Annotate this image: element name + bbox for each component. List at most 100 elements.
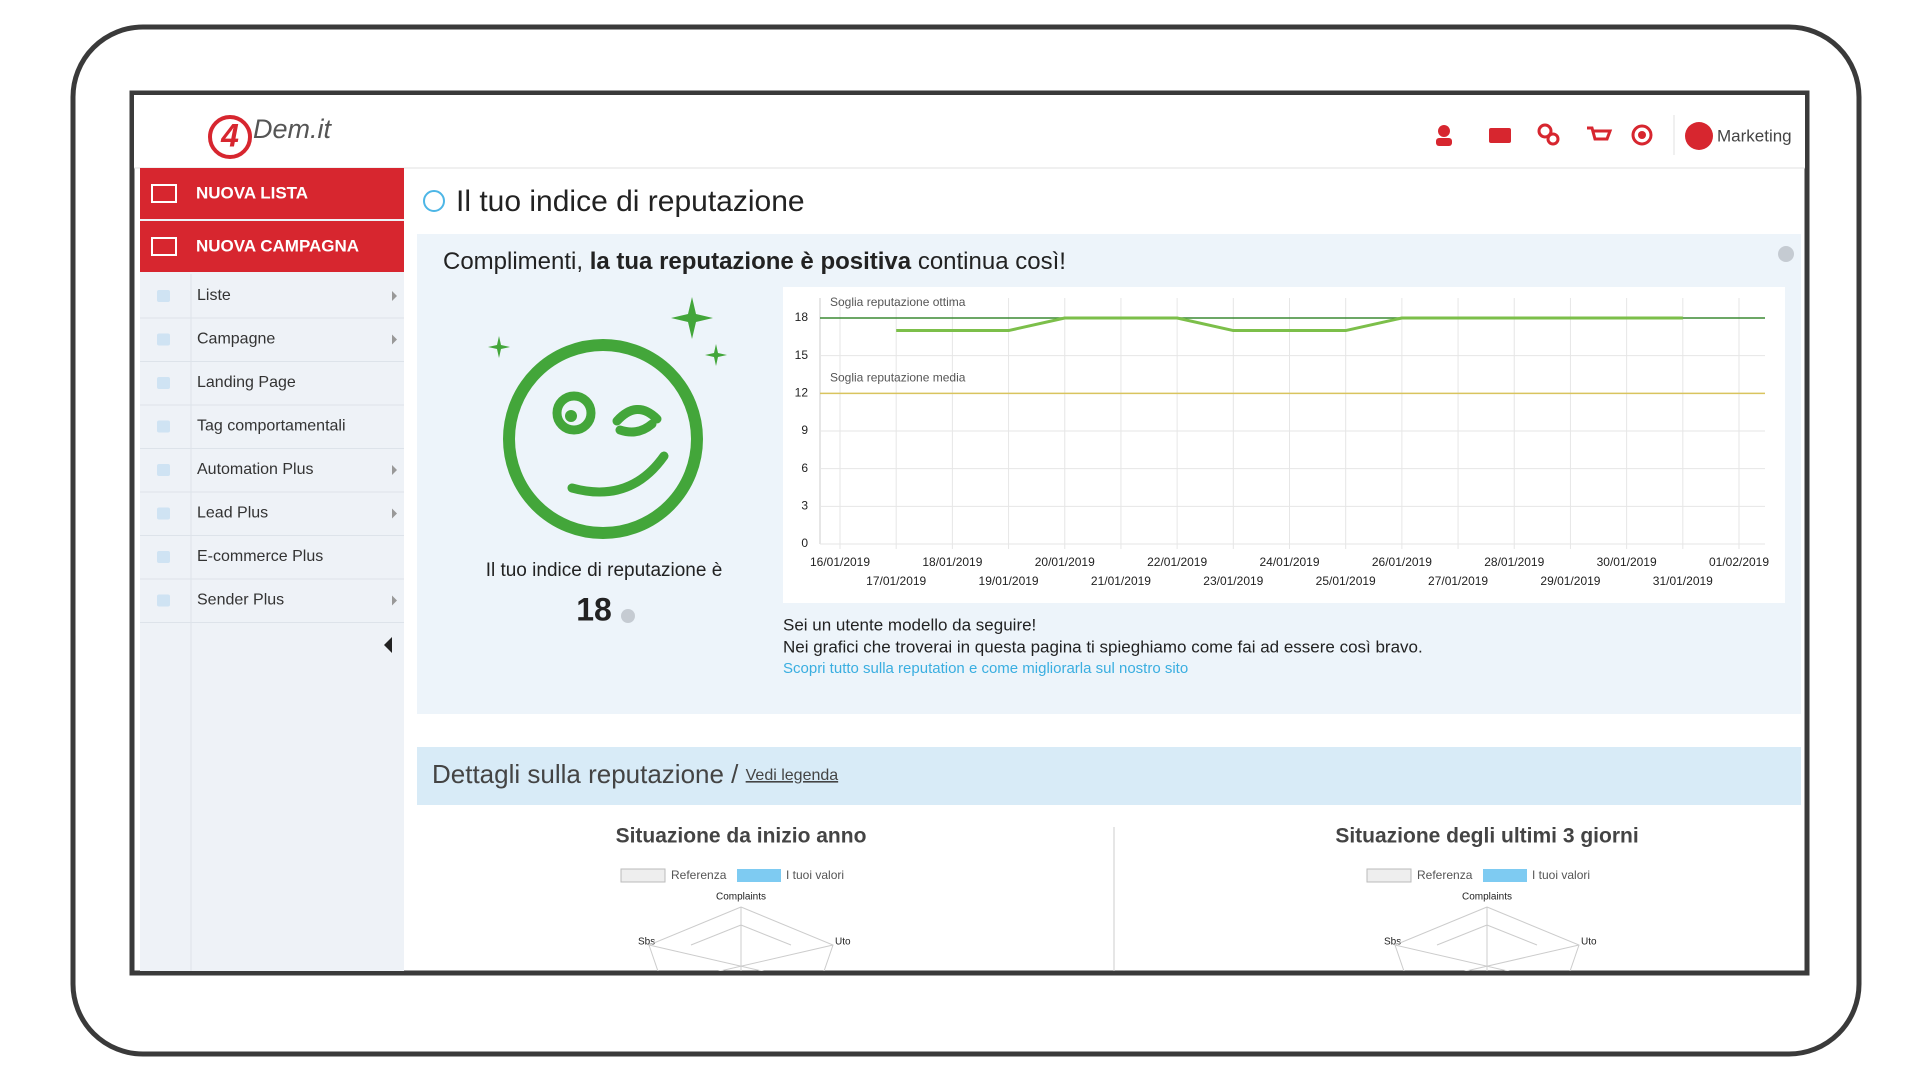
sidebar <box>140 168 404 971</box>
threshold-label: Soglia reputazione media <box>830 371 966 385</box>
app: 4 Dem.it Marketing NUOVA LISTA NUOVA CAMP… <box>134 95 1805 971</box>
headline-part: continua così! <box>918 248 1066 275</box>
legend-swatch <box>1483 869 1527 882</box>
x-tick-label: 17/01/2019 <box>866 574 926 588</box>
x-tick-label: 28/01/2019 <box>1484 555 1544 569</box>
details-title-text: Dettagli sulla reputazione / <box>432 759 739 789</box>
headline: Complimenti, la tua reputazione è positi… <box>443 248 1066 275</box>
panel-title: Situazione degli ultimi 3 giorni <box>1335 825 1638 848</box>
legend-link[interactable]: Vedi legenda <box>746 767 839 784</box>
radar-axis-label: Uto <box>835 937 851 948</box>
user-avatar[interactable] <box>1685 122 1713 150</box>
message: Nei grafici che troverai in questa pagin… <box>783 637 1423 656</box>
logo-mark: 4 <box>220 117 239 153</box>
x-tick-label: 19/01/2019 <box>979 574 1039 588</box>
headline-part: Complimenti, <box>443 248 583 275</box>
x-tick-label: 26/01/2019 <box>1372 555 1432 569</box>
menu-icon <box>157 551 170 563</box>
header <box>134 95 1805 168</box>
menu-item[interactable]: Lead Plus <box>197 505 268 522</box>
header-icons <box>1436 123 1653 146</box>
y-tick-label: 0 <box>801 536 808 550</box>
user-menu[interactable]: Marketing <box>1717 126 1792 145</box>
legend-label: I tuoi valori <box>786 868 844 882</box>
radar-grid <box>648 906 834 971</box>
menu-icon <box>157 507 170 520</box>
x-tick-label: 18/01/2019 <box>922 555 982 569</box>
y-tick-label: 15 <box>795 348 809 362</box>
legend-swatch <box>1366 868 1412 883</box>
x-tick-label: 31/01/2019 <box>1653 574 1713 588</box>
menu-icon <box>157 420 170 433</box>
index-value: 18 <box>576 591 612 627</box>
legend-swatch <box>620 868 666 883</box>
collapse-toggle[interactable] <box>384 637 392 653</box>
submenu-arrow <box>392 334 397 345</box>
index-help[interactable] <box>621 609 635 623</box>
menu-item[interactable]: Landing Page <box>197 374 296 391</box>
legend-label: Referenza <box>671 868 727 882</box>
x-tick-label: 30/01/2019 <box>1597 555 1657 569</box>
x-tick-label: 23/01/2019 <box>1203 574 1263 588</box>
panel-title: Situazione da inizio anno <box>616 825 867 848</box>
legend-swatch <box>737 869 781 882</box>
headline-bold: la tua reputazione è positiva <box>590 248 912 275</box>
submenu-arrow <box>392 595 397 606</box>
index-label: Il tuo indice di reputazione è <box>486 560 723 581</box>
menu-icon <box>157 333 170 346</box>
page-title: Il tuo indice di reputazione <box>456 185 805 218</box>
x-tick-label: 21/01/2019 <box>1091 574 1151 588</box>
details-title: Dettagli sulla reputazione / Vedi legend… <box>432 759 838 789</box>
x-tick-label: 25/01/2019 <box>1316 574 1376 588</box>
y-tick-label: 18 <box>795 310 809 324</box>
radar-axis-label: Sbs <box>638 937 655 948</box>
action-button[interactable] <box>140 168 404 219</box>
action-button[interactable] <box>140 221 404 272</box>
info-link[interactable]: Scopri tutto sulla reputation e come mig… <box>783 660 1188 677</box>
menu-item[interactable]: Tag comportamentali <box>197 418 346 435</box>
x-tick-label: 22/01/2019 <box>1147 555 1207 569</box>
smiley <box>488 297 727 539</box>
radar-grid <box>1394 906 1580 971</box>
x-tick-label: 29/01/2019 <box>1540 574 1600 588</box>
menu-item[interactable]: Campagne <box>197 331 275 348</box>
y-tick-label: 9 <box>801 423 808 437</box>
legend-label: I tuoi valori <box>1532 868 1590 882</box>
menu-item[interactable]: Liste <box>197 287 231 304</box>
threshold-label: Soglia reputazione ottima <box>830 295 966 309</box>
y-tick-label: 6 <box>801 461 808 475</box>
title-icon <box>423 190 445 212</box>
line-series <box>896 316 1683 333</box>
action-label: NUOVA CAMPAGNA <box>196 236 359 255</box>
menu-icon <box>157 464 170 476</box>
x-tick-label: 27/01/2019 <box>1428 574 1488 588</box>
x-tick-label: 16/01/2019 <box>810 555 870 569</box>
menu-icon <box>157 377 170 389</box>
message: Sei un utente modello da seguire! <box>783 615 1036 634</box>
y-tick-label: 3 <box>801 499 808 513</box>
menu-item[interactable]: E-commerce Plus <box>197 548 323 565</box>
radar-axis-label: Uto <box>1581 937 1597 948</box>
x-tick-label: 20/01/2019 <box>1035 555 1095 569</box>
menu-item[interactable]: Sender Plus <box>197 592 284 609</box>
menu-icon <box>157 594 170 607</box>
chart-area <box>783 287 1785 603</box>
menu-item[interactable]: Automation Plus <box>197 461 314 478</box>
action-icon <box>151 184 177 203</box>
menu-icon <box>157 290 170 302</box>
logo-text: Dem.it <box>253 114 333 144</box>
submenu-arrow <box>392 508 397 519</box>
x-tick-label: 24/01/2019 <box>1259 555 1319 569</box>
radar-axis-label: Complaints <box>1462 892 1512 903</box>
help-icon[interactable] <box>1778 246 1794 262</box>
radar-axis-label: Complaints <box>716 892 766 903</box>
submenu-arrow <box>392 291 397 301</box>
action-icon <box>151 237 177 256</box>
radar-axis-label: Sbs <box>1384 937 1401 948</box>
logo-circle <box>208 115 252 159</box>
action-label: NUOVA LISTA <box>196 183 308 202</box>
submenu-arrow <box>392 465 397 475</box>
legend-label: Referenza <box>1417 868 1473 882</box>
